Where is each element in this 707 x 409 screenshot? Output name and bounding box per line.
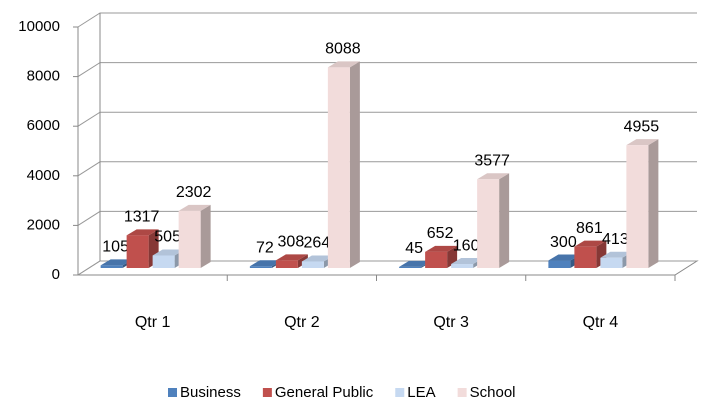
data-label: 861: [576, 220, 603, 237]
x-tick-label: Qtr 2: [284, 314, 320, 331]
bar-top: [152, 249, 185, 256]
data-label: 652: [427, 225, 454, 242]
grid-line: [77, 210, 697, 226]
bar: [574, 246, 597, 268]
bar: [548, 260, 571, 268]
bar-top: [249, 260, 282, 267]
bar: [327, 67, 350, 268]
bar-top: [451, 258, 484, 265]
y-tick-label: 10000: [18, 18, 60, 35]
bar-top: [327, 61, 360, 68]
bar: [126, 235, 149, 268]
legend-label: LEA: [407, 384, 435, 401]
bar: [275, 260, 298, 268]
bar: [301, 261, 324, 268]
data-label: 264: [304, 235, 331, 252]
y-tick-label: 0: [52, 266, 60, 283]
bar: [626, 145, 649, 268]
x-tick-label: Qtr 1: [135, 314, 171, 331]
bar-top: [100, 259, 133, 266]
data-label: 8088: [325, 41, 361, 58]
data-label: 308: [278, 234, 305, 251]
grid-line: [77, 111, 697, 127]
legend-label: General Public: [275, 384, 374, 401]
bar: [100, 265, 123, 268]
data-label: 3577: [474, 153, 510, 170]
legend-label: Business: [180, 384, 241, 401]
bar: [399, 266, 422, 268]
bar-top: [574, 240, 607, 247]
y-tick-label: 6000: [27, 117, 60, 134]
data-label: 2302: [176, 184, 212, 201]
data-label: 160: [453, 237, 480, 254]
data-label: 45: [405, 240, 423, 257]
bar-side: [349, 61, 360, 268]
bar: [600, 257, 623, 268]
y-tick-label: 4000: [27, 167, 60, 184]
data-label: 1317: [124, 209, 160, 226]
bar: [451, 264, 474, 268]
legend-swatch: [457, 388, 467, 397]
data-label: 105: [102, 239, 129, 256]
grid-line: [77, 12, 697, 28]
data-label: 300: [550, 234, 577, 251]
legend-label: School: [470, 384, 516, 401]
grid-line: [77, 161, 697, 177]
bar-top: [425, 245, 458, 252]
bar-top: [477, 173, 510, 180]
bar-top: [178, 204, 211, 211]
bar-side: [648, 139, 659, 268]
data-label: 505: [154, 229, 181, 246]
data-label: 72: [256, 239, 274, 256]
data-label: 4955: [624, 118, 660, 135]
bar-side: [499, 173, 510, 268]
bar-top: [126, 229, 159, 236]
bar: [152, 255, 175, 268]
bar: [477, 179, 500, 268]
legend-swatch: [395, 388, 405, 397]
x-tick-label: Qtr 3: [433, 314, 469, 331]
bar: [425, 251, 448, 268]
bar-top: [301, 255, 334, 262]
y-tick-label: 2000: [27, 216, 60, 233]
bar: [249, 266, 272, 268]
legend-swatch: [262, 388, 272, 397]
bar-top: [548, 254, 581, 261]
bar-top: [275, 254, 308, 261]
bar-top: [626, 139, 659, 146]
bar-top: [600, 251, 633, 258]
grid-line: [77, 62, 697, 78]
bar-side: [200, 204, 211, 268]
bar-top: [399, 260, 432, 267]
x-tick-label: Qtr 4: [583, 314, 619, 331]
data-label: 413: [602, 231, 629, 248]
legend-swatch: [168, 388, 177, 397]
y-tick-label: 8000: [27, 68, 60, 85]
bar: [178, 210, 201, 268]
